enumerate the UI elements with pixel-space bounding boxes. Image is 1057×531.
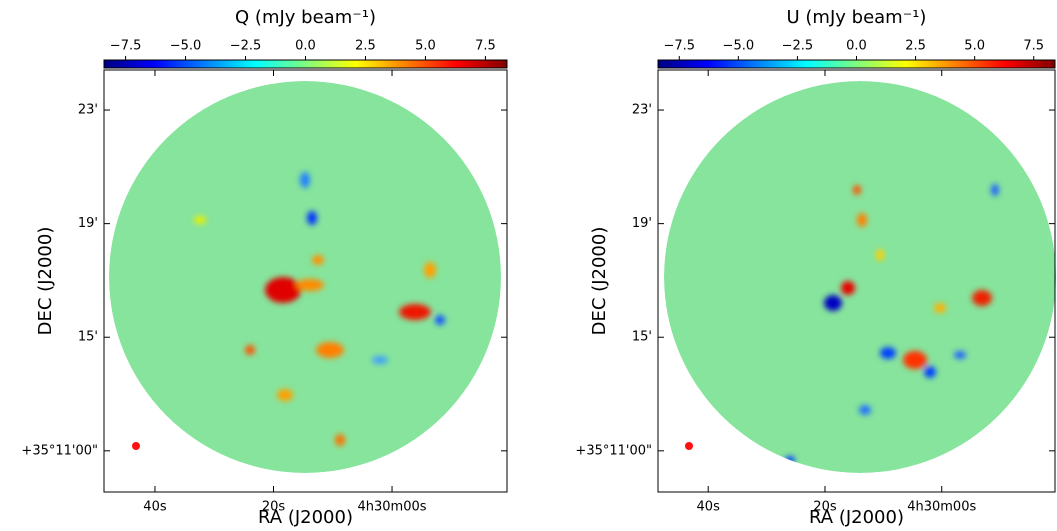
colorbar-tick-label: 7.5 [1023,39,1044,54]
y-tick-label: +35°11'00" [575,443,652,458]
x-axis-label: RA (J2000) [809,507,904,528]
x-axis-label: RA (J2000) [258,507,353,528]
map-image [664,81,1056,473]
colorbar-tick-label: 5.0 [415,39,436,54]
x-tick-label: 4h30m00s [907,500,976,515]
y-tick-label: 19' [78,216,98,231]
colorbar-tick-label: −2.5 [230,39,262,54]
colorbar-tick-label: 5.0 [964,39,985,54]
colorbar-tick-label: −2.5 [782,39,814,54]
map-image [109,81,501,473]
axes-frame [657,69,1056,493]
colorbar [103,59,508,69]
colorbar-tick-label: −7.5 [110,39,142,54]
x-tick-label: 20s [813,500,837,515]
axes-frame [103,69,508,493]
y-tick-label: 15' [78,330,98,345]
colorbar-tick-label: 0.0 [846,39,867,54]
colorbar-label: Q (mJy beam⁻¹) [235,7,376,28]
x-tick-label: 4h30m00s [358,500,427,515]
beam-marker [685,442,693,450]
colorbar-tick-label: 2.5 [905,39,926,54]
y-axis-label: DEC (J2000) [35,227,56,336]
x-tick-label: 20s [262,500,286,515]
y-tick-label: +35°11'00" [21,443,98,458]
y-axis-label: DEC (J2000) [589,227,610,336]
x-tick-label: 40s [143,500,167,515]
y-tick-label: 23' [632,103,652,118]
colorbar-tick-label: 2.5 [355,39,376,54]
x-tick-label: 40s [697,500,721,515]
y-tick-label: 23' [78,103,98,118]
colorbar-tick-label: 0.0 [295,39,316,54]
colorbar-label: U (mJy beam⁻¹) [787,7,927,28]
y-tick-label: 15' [632,330,652,345]
colorbar [657,59,1056,69]
colorbar-tick-label: 7.5 [475,39,496,54]
colorbar-tick-label: −5.0 [723,39,755,54]
colorbar-tick-label: −5.0 [170,39,202,54]
colorbar-tick-label: −7.5 [663,39,695,54]
y-tick-label: 19' [632,216,652,231]
beam-marker [132,442,140,450]
